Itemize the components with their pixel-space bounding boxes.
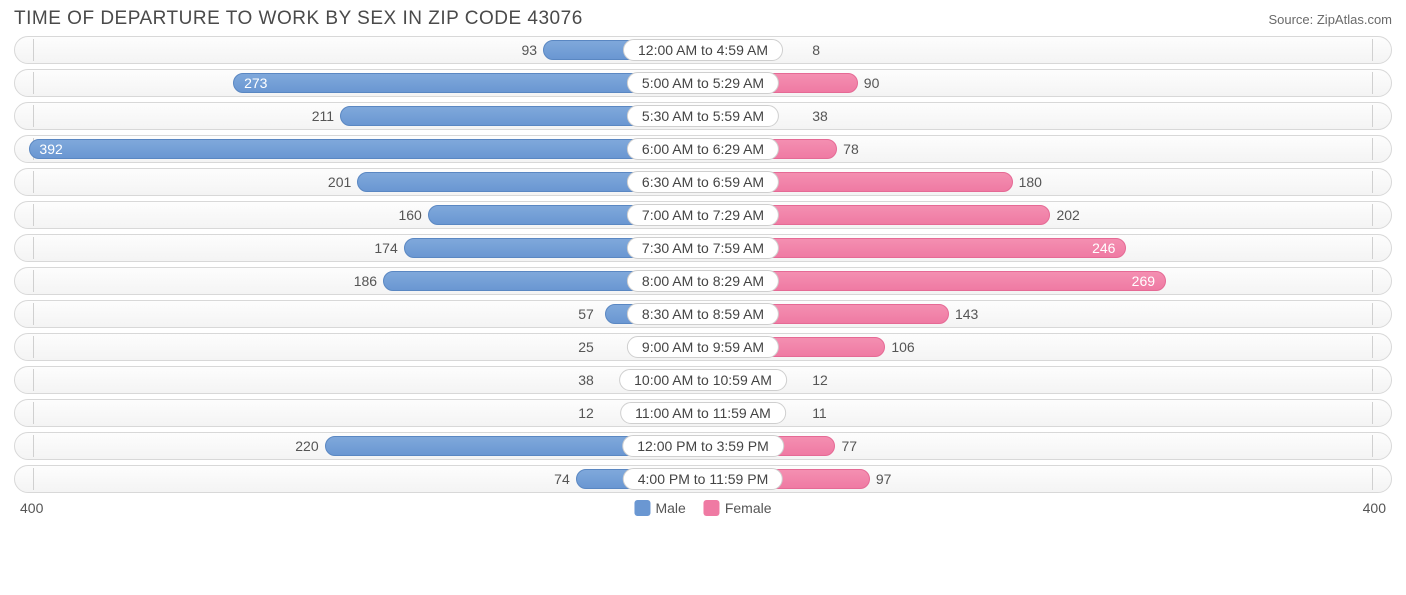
chart-row: 220 77 12:00 PM to 3:59 PM: [14, 432, 1392, 460]
row-label: 7:00 AM to 7:29 AM: [627, 204, 779, 226]
value-female: 38: [812, 103, 828, 129]
value-male: 93: [521, 37, 537, 63]
chart-row: 392 78 6:00 AM to 6:29 AM: [14, 135, 1392, 163]
chart-row: 160 202 7:00 AM to 7:29 AM: [14, 201, 1392, 229]
value-male: 186: [354, 268, 377, 294]
value-male: 57: [578, 301, 594, 327]
chart-row: 273 90 5:00 AM to 5:29 AM: [14, 69, 1392, 97]
chart-row: 12 11 11:00 AM to 11:59 AM: [14, 399, 1392, 427]
value-male: 12: [578, 400, 594, 426]
legend-male-label: Male: [655, 500, 685, 516]
value-male: 201: [328, 169, 351, 195]
chart-row: 186 269 8:00 AM to 8:29 AM: [14, 267, 1392, 295]
value-female: 106: [891, 334, 914, 360]
row-label: 7:30 AM to 7:59 AM: [627, 237, 779, 259]
row-label: 6:30 AM to 6:59 AM: [627, 171, 779, 193]
row-label: 5:30 AM to 5:59 AM: [627, 105, 779, 127]
row-label: 12:00 PM to 3:59 PM: [622, 435, 784, 457]
row-label: 9:00 AM to 9:59 AM: [627, 336, 779, 358]
chart-body: 93 8 12:00 AM to 4:59 AM 273 90 5:00 AM to 5:…: [14, 36, 1392, 493]
value-female: 8: [812, 37, 820, 63]
axis-max-left: 400: [20, 500, 43, 516]
chart-row: 201 180 6:30 AM to 6:59 AM: [14, 168, 1392, 196]
bar-male: [29, 139, 703, 159]
value-female: 11: [812, 400, 827, 426]
legend-female-swatch: [704, 500, 720, 516]
chart-row: 211 38 5:30 AM to 5:59 AM: [14, 102, 1392, 130]
row-label: 4:00 PM to 11:59 PM: [623, 468, 783, 490]
value-female: 77: [841, 433, 857, 459]
chart-source: Source: ZipAtlas.com: [1268, 12, 1392, 27]
legend: Male Female: [634, 500, 771, 516]
value-female: 180: [1019, 169, 1042, 195]
value-female: 143: [955, 301, 978, 327]
legend-male: Male: [634, 500, 685, 516]
chart-row: 93 8 12:00 AM to 4:59 AM: [14, 36, 1392, 64]
legend-female-label: Female: [725, 500, 772, 516]
value-male: 74: [554, 466, 570, 492]
row-label: 11:00 AM to 11:59 AM: [620, 402, 786, 424]
value-male: 174: [374, 235, 397, 261]
chart-row: 174 246 7:30 AM to 7:59 AM: [14, 234, 1392, 262]
value-male: 38: [578, 367, 594, 393]
value-female: 97: [876, 466, 892, 492]
row-label: 10:00 AM to 10:59 AM: [619, 369, 787, 391]
chart-row: 74 97 4:00 PM to 11:59 PM: [14, 465, 1392, 493]
row-label: 6:00 AM to 6:29 AM: [627, 138, 779, 160]
value-female: 90: [864, 70, 880, 96]
row-label: 12:00 AM to 4:59 AM: [623, 39, 783, 61]
value-female: 269: [1132, 268, 1155, 294]
row-label: 5:00 AM to 5:29 AM: [627, 72, 779, 94]
chart-row: 25 106 9:00 AM to 9:59 AM: [14, 333, 1392, 361]
value-male: 211: [312, 103, 334, 129]
chart-header: TIME OF DEPARTURE TO WORK BY SEX IN ZIP …: [14, 8, 1392, 30]
chart-title: TIME OF DEPARTURE TO WORK BY SEX IN ZIP …: [14, 8, 583, 30]
chart-footer: 400 Male Female 400: [14, 498, 1392, 522]
value-female: 202: [1056, 202, 1079, 228]
value-male: 220: [295, 433, 318, 459]
axis-max-right: 400: [1363, 500, 1386, 516]
legend-male-swatch: [634, 500, 650, 516]
value-female: 246: [1092, 235, 1115, 261]
value-female: 78: [843, 136, 859, 162]
value-male: 160: [398, 202, 421, 228]
chart-row: 38 12 10:00 AM to 10:59 AM: [14, 366, 1392, 394]
chart-row: 57 143 8:30 AM to 8:59 AM: [14, 300, 1392, 328]
row-label: 8:30 AM to 8:59 AM: [627, 303, 779, 325]
legend-female: Female: [704, 500, 772, 516]
value-female: 12: [812, 367, 828, 393]
value-male: 25: [578, 334, 594, 360]
row-label: 8:00 AM to 8:29 AM: [627, 270, 779, 292]
value-male: 392: [39, 136, 62, 162]
value-male: 273: [244, 70, 267, 96]
